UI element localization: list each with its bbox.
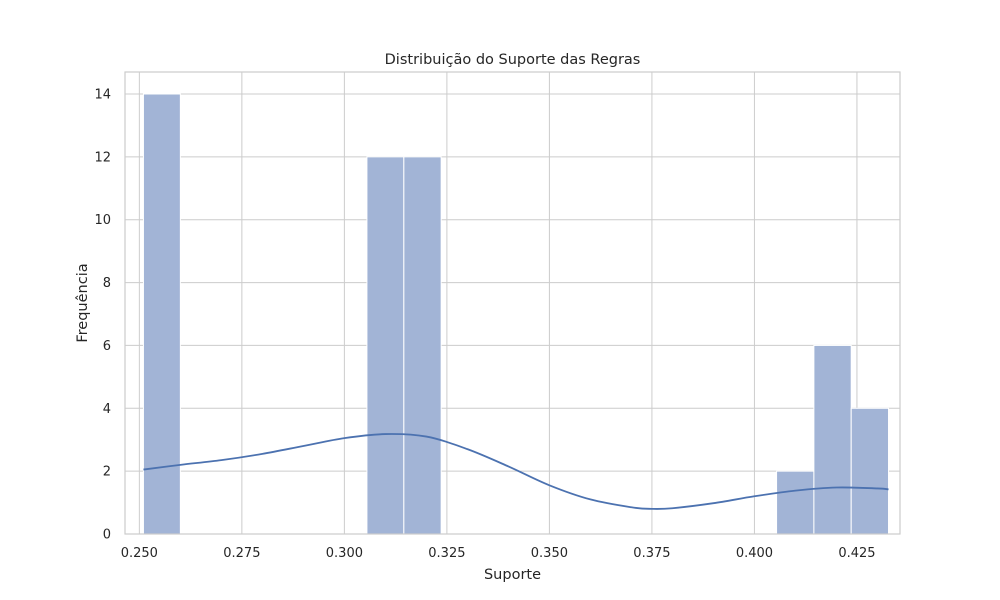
y-tick-label: 2	[103, 465, 111, 480]
kde-curve	[143, 433, 889, 510]
x-tick-label: 0.425	[838, 546, 875, 561]
y-axis-label: Frequência	[75, 263, 91, 342]
y-tick-label: 0	[103, 528, 111, 543]
histogram-bar	[403, 156, 442, 535]
y-tick-label: 6	[103, 339, 111, 354]
x-axis-label: Suporte	[484, 567, 541, 583]
y-tick-label: 10	[94, 213, 111, 228]
grid-layer	[125, 72, 900, 535]
bar-layer	[142, 93, 890, 535]
histogram-bar	[850, 407, 890, 535]
histogram-bar	[813, 344, 852, 535]
x-tick-label: 0.325	[428, 546, 465, 561]
x-tick-label: 0.300	[326, 546, 363, 561]
plot-frame	[124, 71, 901, 535]
y-tick-label: 4	[103, 402, 111, 417]
x-tick-label: 0.250	[121, 546, 158, 561]
y-tick-label: 12	[94, 150, 111, 165]
y-tick-label: 14	[94, 88, 111, 103]
tick-label-layer: 0.250 0.275 0.300 0.325 0.350 0.375 0.400 0.425…	[94, 88, 875, 562]
x-tick-label: 0.275	[223, 546, 260, 561]
x-tick-label: 0.400	[736, 546, 773, 561]
chart-title: Distribuição do Suporte das Regras	[385, 52, 641, 68]
histogram-bar	[776, 470, 815, 535]
x-tick-label: 0.350	[531, 546, 568, 561]
y-tick-label: 8	[103, 276, 111, 291]
histogram-bar	[366, 156, 405, 535]
x-tick-label: 0.375	[633, 546, 670, 561]
